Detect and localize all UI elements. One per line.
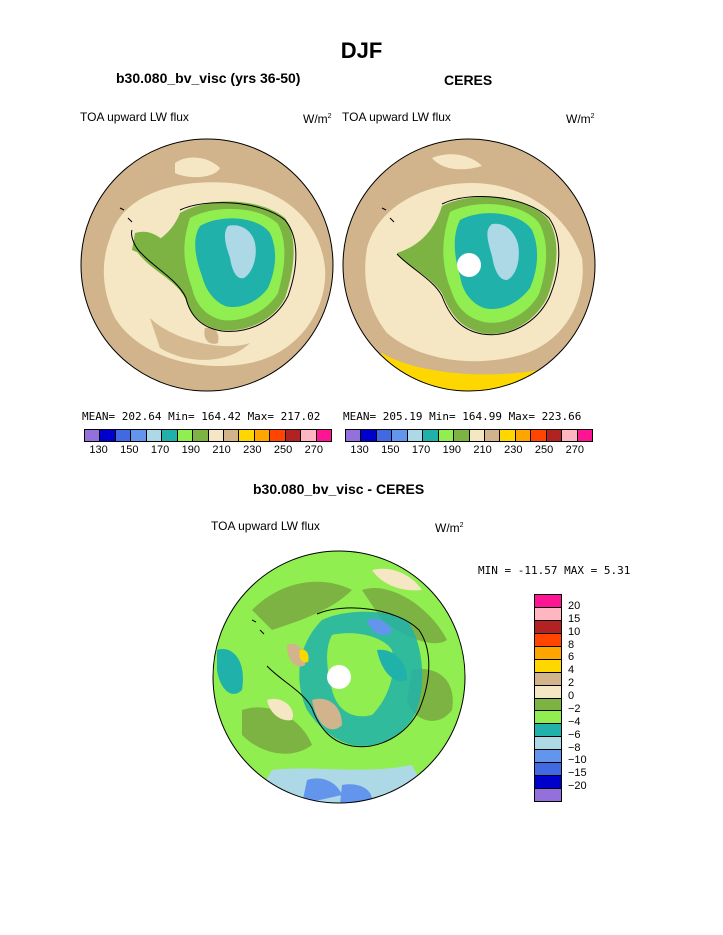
left-stats: MEAN= 202.64 Min= 164.42 Max= 217.02: [82, 410, 321, 423]
colorbar-tick-label: 190: [181, 444, 200, 456]
colorbar-swatch: [535, 685, 561, 699]
colorbar-swatch: [500, 430, 516, 441]
colorbar-swatch: [535, 633, 561, 647]
colorbar-tick-label: 250: [534, 444, 554, 456]
colorbar-tick-label: −4: [568, 715, 581, 728]
colorbar-swatch: [531, 430, 547, 441]
colorbar-swatch: [146, 430, 163, 441]
right-polar-map: [342, 138, 596, 392]
colorbar-swatch: [535, 737, 561, 751]
colorbar-swatch: [535, 724, 561, 738]
left-polar-map: [80, 138, 334, 392]
colorbar-tick-label: −8: [568, 741, 581, 754]
colorbar-tick-label: 270: [304, 444, 323, 456]
left-colorbar: [84, 429, 332, 442]
diff-polar-map: [212, 550, 466, 804]
colorbar-swatch: [270, 430, 286, 441]
colorbar-swatch: [535, 620, 561, 634]
colorbar-swatch: [577, 430, 592, 441]
colorbar-tick-label: −15: [568, 767, 587, 780]
colorbar-swatch: [100, 430, 116, 441]
colorbar-swatch: [208, 430, 224, 441]
colorbar-swatch: [535, 711, 561, 725]
diff-variable-label: TOA upward LW flux: [211, 519, 320, 533]
colorbar-tick-label: 150: [120, 444, 139, 456]
colorbar-swatch: [392, 430, 408, 441]
colorbar-tick-label: 150: [381, 444, 400, 456]
colorbar-swatch: [535, 789, 561, 801]
colorbar-tick-label: 170: [411, 444, 431, 456]
colorbar-swatch: [316, 430, 331, 441]
right-units: W/m2: [566, 112, 595, 126]
colorbar-tick-label: 20: [568, 599, 581, 612]
colorbar-swatch: [223, 430, 240, 441]
right-variable-label: TOA upward LW flux: [342, 110, 451, 124]
colorbar-tick-label: 230: [504, 444, 523, 456]
colorbar-swatch: [535, 750, 561, 764]
colorbar-swatch: [469, 430, 485, 441]
colorbar-swatch: [131, 430, 147, 441]
colorbar-swatch: [254, 430, 271, 441]
colorbar-swatch: [301, 430, 317, 441]
colorbar-swatch: [535, 672, 561, 686]
colorbar-swatch: [162, 430, 178, 441]
colorbar-swatch: [535, 776, 561, 790]
diff-panel-title: b30.080_bv_visc - CERES: [253, 481, 425, 497]
colorbar-tick-label: 170: [150, 444, 170, 456]
colorbar-swatch: [361, 430, 377, 441]
colorbar-tick-label: 230: [243, 444, 262, 456]
colorbar-tick-label: 210: [212, 444, 231, 456]
colorbar-swatch: [535, 698, 561, 712]
diff-units: W/m2: [435, 521, 464, 535]
colorbar-swatch: [115, 430, 132, 441]
colorbar-tick-label: 130: [89, 444, 108, 456]
colorbar-swatch: [535, 763, 561, 777]
colorbar-swatch: [85, 430, 101, 441]
colorbar-tick-label: 190: [442, 444, 461, 456]
colorbar-swatch: [535, 646, 561, 660]
colorbar-tick-label: 130: [350, 444, 369, 456]
right-colorbar: [345, 429, 593, 442]
colorbar-tick-label: 10: [568, 625, 581, 638]
colorbar-tick-label: 8: [568, 638, 575, 651]
colorbar-swatch: [535, 595, 561, 608]
colorbar-tick-label: 6: [568, 651, 575, 664]
page-title: DJF: [340, 38, 383, 63]
colorbar-swatch: [562, 430, 578, 441]
colorbar-swatch: [407, 430, 424, 441]
left-units: W/m2: [303, 112, 332, 126]
colorbar-swatch: [193, 430, 209, 441]
colorbar-swatch: [515, 430, 532, 441]
right-stats: MEAN= 205.19 Min= 164.99 Max= 223.66: [343, 410, 582, 423]
colorbar-tick-label: 4: [568, 664, 575, 677]
left-variable-label: TOA upward LW flux: [80, 110, 189, 124]
colorbar-tick-label: −6: [568, 728, 581, 741]
colorbar-tick-label: 0: [568, 690, 575, 702]
colorbar-tick-label: 270: [565, 444, 584, 456]
colorbar-tick-label: −10: [568, 754, 587, 767]
left-panel-title: b30.080_bv_visc (yrs 36-50): [116, 70, 301, 86]
colorbar-swatch: [484, 430, 501, 441]
colorbar-swatch: [535, 659, 561, 673]
colorbar-swatch: [285, 430, 302, 441]
colorbar-swatch: [177, 430, 194, 441]
colorbar-swatch: [239, 430, 255, 441]
colorbar-tick-label: 2: [568, 677, 575, 690]
colorbar-tick-label: −2: [568, 702, 581, 715]
colorbar-swatch: [454, 430, 470, 441]
diff-stats: MIN = -11.57 MAX = 5.31: [478, 564, 631, 577]
right-panel-title: CERES: [444, 72, 493, 88]
diff-colorbar: [534, 594, 562, 802]
colorbar-tick-label: 210: [473, 444, 492, 456]
colorbar-tick-label: 15: [568, 612, 581, 625]
colorbar-swatch: [423, 430, 439, 441]
colorbar-swatch: [376, 430, 393, 441]
colorbar-swatch: [438, 430, 455, 441]
colorbar-tick-label: 250: [273, 444, 293, 456]
colorbar-tick-label: −20: [568, 780, 587, 793]
colorbar-swatch: [346, 430, 362, 441]
colorbar-swatch: [546, 430, 563, 441]
colorbar-swatch: [535, 607, 561, 621]
